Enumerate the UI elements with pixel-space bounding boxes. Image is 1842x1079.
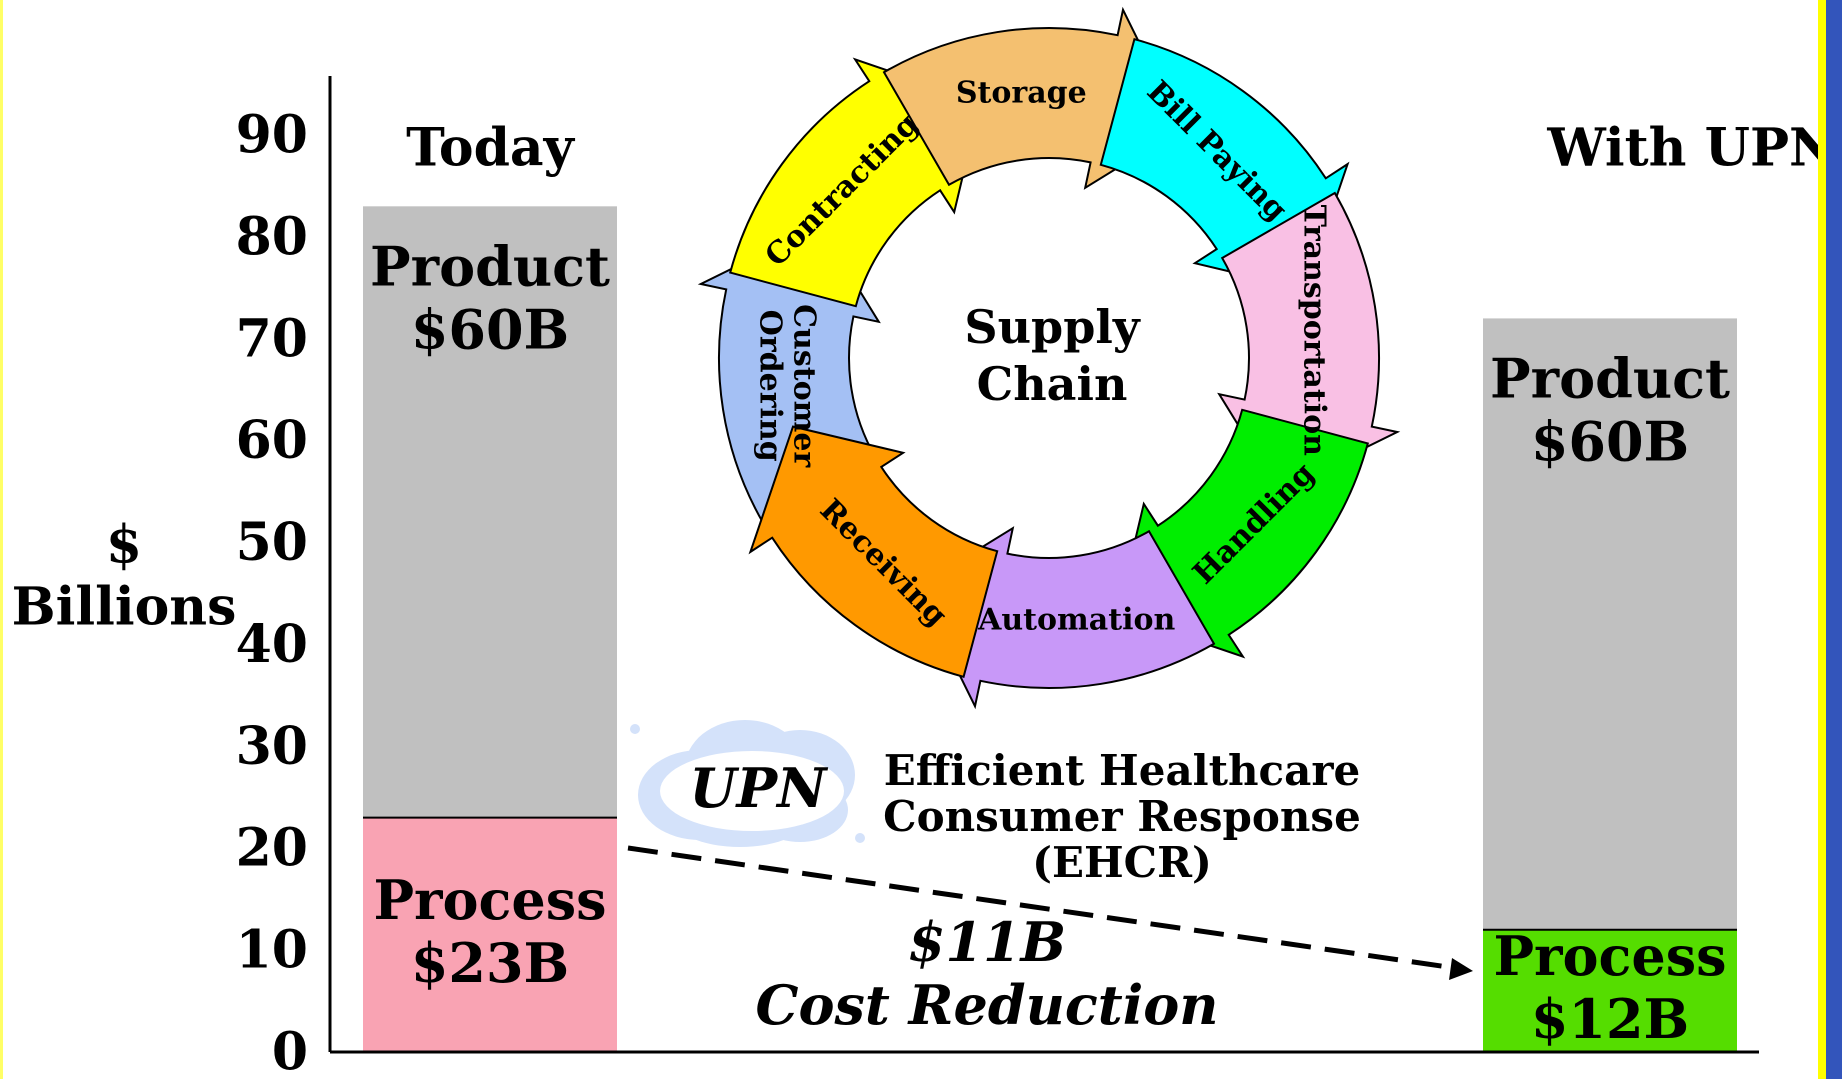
cloud-dot [630, 724, 640, 734]
cycle-label: Customer [786, 304, 821, 468]
left-border [0, 0, 3, 1079]
y-tick-label: 40 [236, 614, 308, 675]
y-tick-label: 90 [236, 105, 308, 166]
annotation: Efficient Healthcare [884, 746, 1360, 795]
cycle-label: Transportation [1297, 205, 1332, 456]
y-tick-label: 60 [236, 410, 308, 471]
right-stripe-yellow [1818, 0, 1826, 1079]
right-stripe-blue [1826, 0, 1842, 1079]
series-label: Product [370, 234, 610, 298]
savings-label: $11B [908, 910, 1066, 974]
cycle-arrow [748, 425, 999, 679]
y-tick-label: 80 [236, 206, 308, 267]
y-axis-label: Billions [12, 577, 237, 638]
bar-segment [1483, 929, 1737, 1052]
cycle-label: Ordering [752, 310, 787, 462]
cloud-inner [660, 751, 844, 831]
value-label: $60B [411, 297, 569, 361]
bar-segment [363, 817, 617, 1052]
y-tick-label: 70 [236, 308, 308, 369]
bar-segment [1483, 318, 1737, 930]
y-axis-label: $ [106, 515, 142, 576]
cycle-label: Automation [977, 603, 1175, 638]
savings-arrow [627, 845, 1456, 971]
y-tick-label: 0 [272, 1022, 308, 1079]
annotation: (EHCR) [1032, 838, 1212, 887]
y-tick-label: 20 [236, 818, 308, 879]
cloud-label: UPN [689, 756, 829, 820]
value-label: $60B [1531, 409, 1689, 473]
category-label: With UPN [1546, 118, 1836, 179]
series-label: Product [1490, 346, 1730, 410]
series-label: Process [1493, 924, 1726, 988]
cycle-label: Storage [956, 75, 1087, 110]
value-label: $23B [411, 931, 569, 995]
cycle-center: Supply [964, 300, 1140, 354]
value-label: $12B [1531, 987, 1689, 1051]
category-label: Today [406, 118, 575, 179]
cycle-center: Chain [977, 357, 1128, 411]
series-label: Process [373, 868, 606, 932]
savings-label: Cost Reduction [755, 973, 1218, 1037]
y-tick-label: 50 [236, 512, 308, 573]
bar-segment [363, 206, 617, 818]
annotation: Consumer Response [883, 792, 1361, 841]
y-tick-label: 10 [236, 920, 308, 981]
savings-arrowhead [1449, 958, 1473, 980]
y-tick-label: 30 [236, 716, 308, 777]
cloud-dot [855, 833, 865, 843]
